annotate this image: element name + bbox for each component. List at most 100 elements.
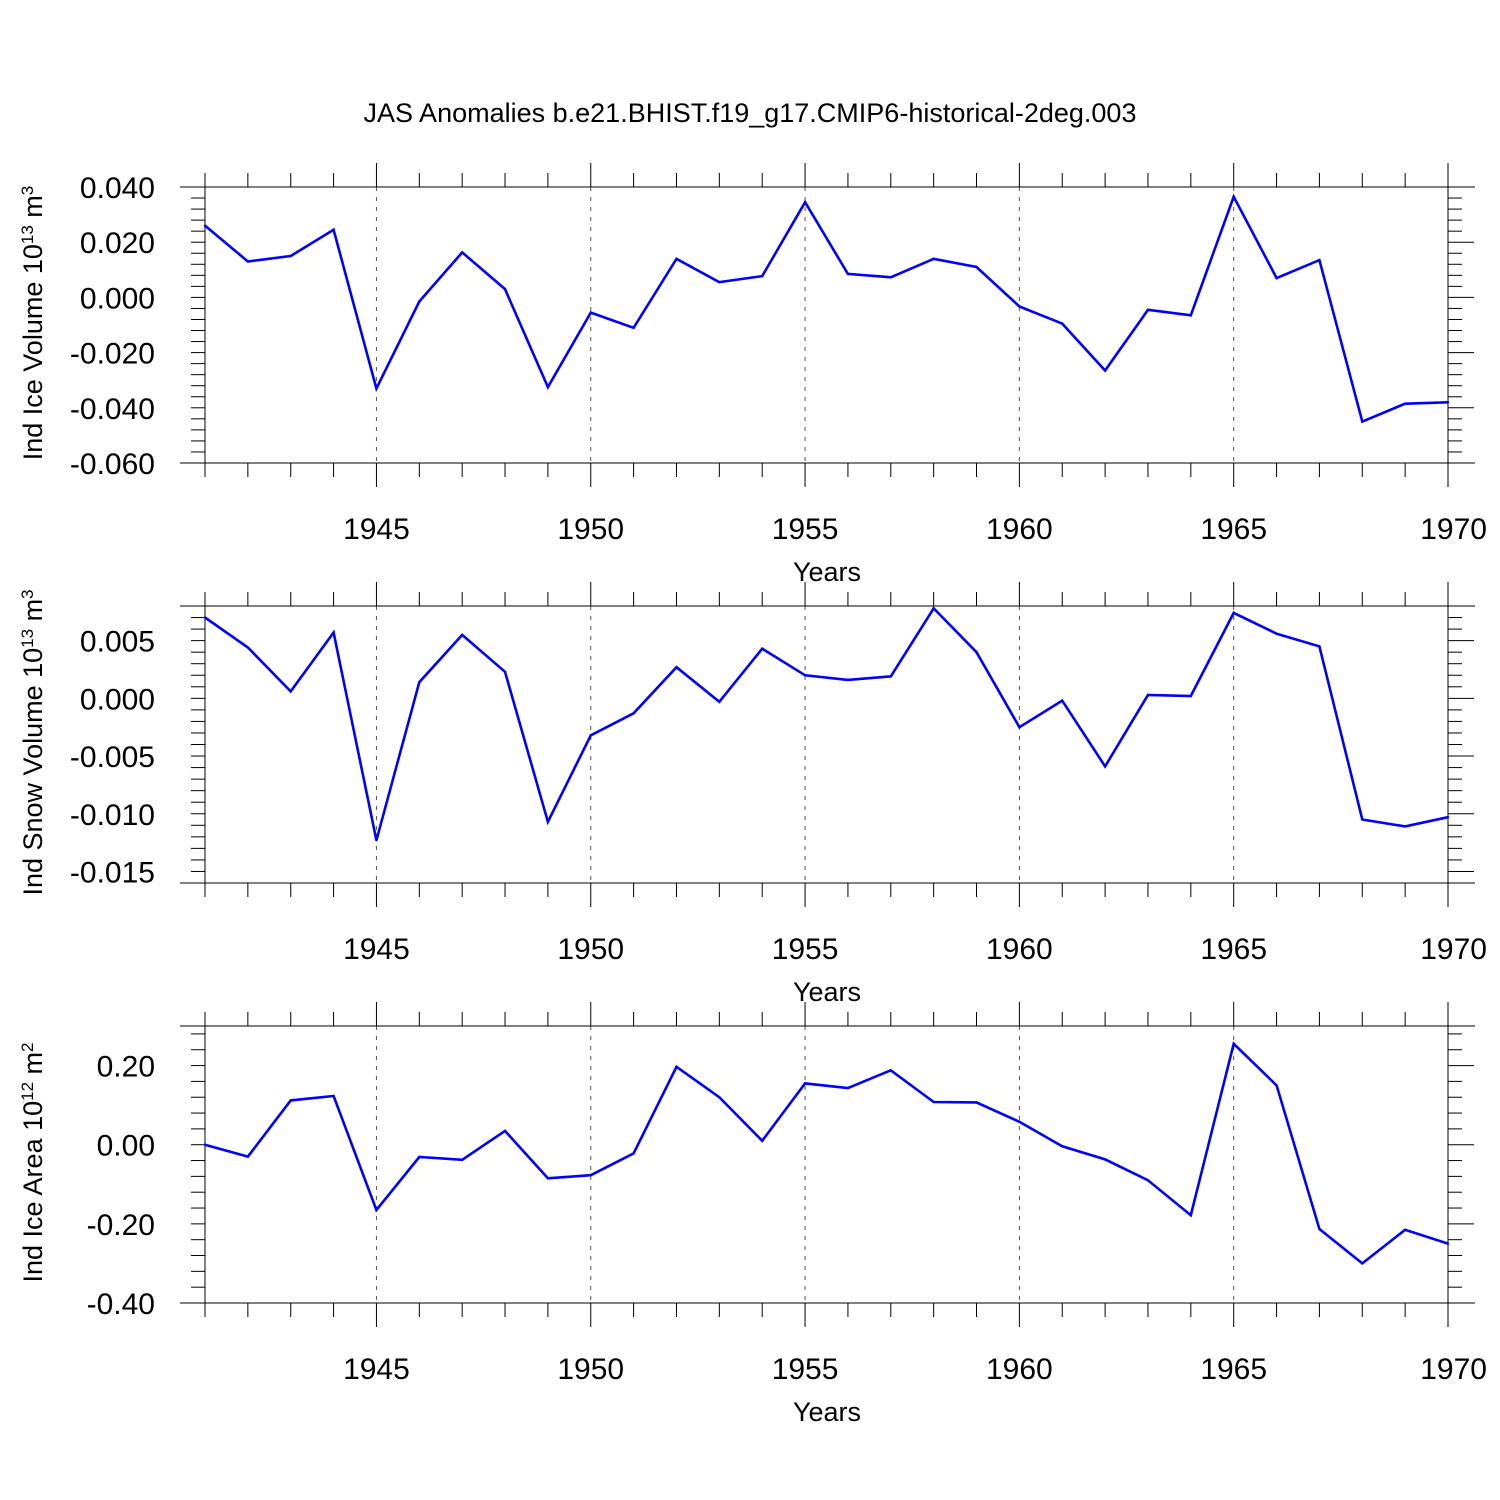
x-axis-label: Years	[793, 557, 861, 587]
data-point	[503, 670, 507, 673]
y-tick-label: -0.015	[70, 856, 155, 889]
y-axis-label-superscript: 2	[18, 1042, 37, 1051]
data-point	[1146, 693, 1150, 697]
data-point	[1146, 308, 1150, 312]
y-tick-label: 0.20	[97, 1051, 155, 1084]
data-point	[975, 650, 978, 654]
data-point	[1232, 195, 1235, 198]
data-point	[803, 1082, 807, 1085]
x-tick-label: 1950	[557, 1353, 624, 1386]
data-point	[718, 700, 721, 703]
data-point	[1361, 420, 1364, 423]
x-tick-label: 1945	[343, 933, 410, 966]
y-tick-label: 0.005	[80, 626, 155, 659]
data-point	[1189, 1213, 1193, 1217]
y-axis-label-superscript: 3	[18, 589, 37, 598]
y-tick-label: 0.00	[97, 1130, 155, 1163]
data-point	[761, 1139, 764, 1142]
data-point	[1403, 402, 1407, 405]
data-point	[1103, 765, 1107, 768]
data-point	[246, 1155, 250, 1158]
data-point	[1446, 816, 1450, 819]
y-axis-label: Ind Ice Volume 1013 m3	[18, 186, 49, 461]
data-point	[718, 281, 721, 284]
data-point	[1403, 1228, 1407, 1231]
data-point	[889, 675, 892, 678]
x-tick-label: 1945	[343, 1353, 410, 1386]
data-point	[203, 224, 207, 227]
data-point	[1018, 725, 1021, 729]
data-point	[889, 276, 892, 279]
data-point	[1318, 258, 1321, 262]
data-point	[589, 311, 592, 314]
data-point	[332, 631, 335, 634]
data-point	[589, 734, 592, 737]
data-point	[418, 680, 421, 684]
chart-panel-3: 0.20 0.00 -0.20 -0.40 1945 1950 1955 1960 1965 19…	[18, 1002, 1487, 1427]
data-point	[718, 1096, 721, 1099]
data-point	[375, 839, 378, 842]
y-tick-label: -0.020	[70, 338, 155, 371]
data-point	[675, 1065, 678, 1068]
data-point	[846, 1086, 850, 1090]
x-axis-label: Years	[793, 1397, 861, 1427]
data-point	[1446, 1242, 1450, 1245]
data-point	[1361, 1262, 1364, 1265]
y-tick-label: 0.040	[80, 172, 155, 205]
y-axis-label-text: Ind Ice Area 10	[18, 1101, 48, 1283]
data-point	[1061, 1145, 1064, 1148]
data-point	[932, 1100, 935, 1104]
data-point	[632, 712, 635, 715]
data-point	[1189, 314, 1193, 317]
data-point	[1146, 1179, 1150, 1182]
data-point	[1232, 611, 1235, 615]
data-point	[246, 260, 250, 263]
y-tick-label: -0.005	[70, 741, 155, 774]
data-point	[761, 274, 764, 278]
data-point	[1318, 1227, 1321, 1231]
data-point	[546, 385, 550, 389]
y-axis-label-text: m	[18, 1052, 48, 1082]
data-point	[846, 272, 850, 276]
y-tick-label: -0.40	[87, 1288, 155, 1321]
y-axis-label-text: Ind Ice Volume 10	[18, 244, 48, 460]
x-tick-label: 1945	[343, 513, 410, 546]
data-point	[975, 1101, 978, 1104]
x-tick-label: 1960	[986, 1353, 1053, 1386]
x-tick-label: 1960	[986, 933, 1053, 966]
data-point	[460, 633, 464, 637]
y-axis-label-text: m	[18, 599, 48, 629]
y-tick-label: 0.000	[80, 282, 155, 315]
data-point	[1446, 401, 1450, 404]
data-point	[932, 607, 935, 610]
chart-panel-2: 0.005 0.000 -0.005 -0.010 -0.015 1945 1950 1955…	[18, 582, 1487, 1007]
data-point	[546, 1177, 550, 1180]
y-axis-label-text: m	[18, 195, 48, 225]
y-tick-label: 0.000	[80, 683, 155, 716]
data-point	[289, 254, 292, 258]
data-point	[1403, 825, 1407, 828]
series-line	[204, 1041, 1449, 1266]
y-axis-label: Ind Ice Area 1012 m2	[18, 1042, 49, 1282]
x-tick-label: 1955	[772, 513, 839, 546]
y-tick-label: -0.060	[70, 448, 155, 481]
x-tick-label: 1965	[1200, 933, 1267, 966]
data-point	[932, 257, 935, 260]
x-tick-label: 1960	[986, 513, 1053, 546]
data-point	[1275, 632, 1278, 635]
x-tick-label: 1970	[1420, 933, 1487, 966]
data-point	[375, 1208, 378, 1212]
data-point	[1018, 1120, 1021, 1123]
data-point	[632, 326, 635, 329]
data-point	[460, 251, 464, 254]
y-axis-label: Ind Snow Volume 1013 m3	[18, 589, 49, 895]
y-tick-label: -0.20	[87, 1209, 155, 1242]
data-point	[803, 200, 807, 204]
y-axis-label-superscript: 13	[18, 225, 37, 244]
data-point	[503, 1129, 507, 1133]
data-point	[418, 1155, 421, 1159]
data-point	[332, 1094, 335, 1098]
y-tick-label: -0.010	[70, 799, 155, 832]
x-tick-label: 1965	[1200, 1353, 1267, 1386]
